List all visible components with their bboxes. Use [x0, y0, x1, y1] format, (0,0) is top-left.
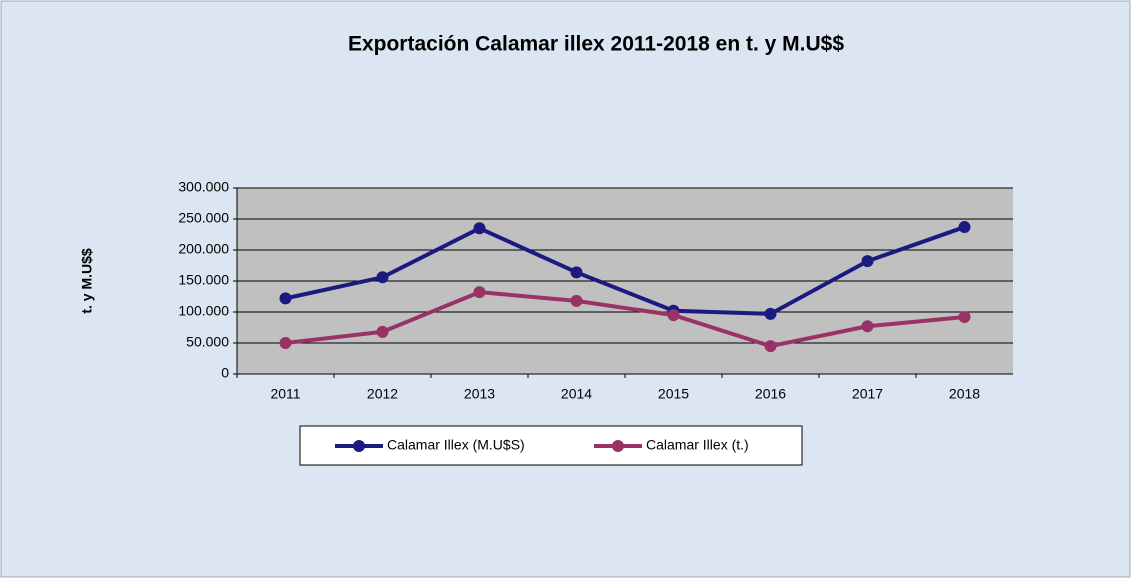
marker — [473, 286, 486, 299]
legend-label: Calamar Illex (M.U$S) — [387, 437, 525, 453]
x-tick-label: 2018 — [949, 386, 980, 402]
marker — [279, 292, 292, 305]
marker — [764, 340, 777, 353]
y-tick-label: 150.000 — [178, 272, 229, 288]
marker — [667, 309, 680, 322]
series-line — [285, 290, 965, 349]
legend-marker — [353, 440, 365, 452]
x-tick-label: 2012 — [367, 386, 398, 402]
marker — [279, 337, 292, 349]
x-tick-label: 2013 — [464, 386, 495, 402]
marker — [570, 266, 583, 279]
marker — [861, 255, 874, 268]
y-tick-label: 50.000 — [186, 334, 229, 350]
chart-title: Exportación Calamar illex 2011-2018 en t… — [348, 33, 844, 56]
x-tick-label: 2015 — [658, 386, 689, 402]
marker — [861, 320, 874, 333]
y-tick-label: 250.000 — [178, 210, 229, 226]
y-tick-label: 200.000 — [178, 241, 229, 257]
legend-label: Calamar Illex (t.) — [646, 437, 749, 453]
x-tick-label: 2011 — [270, 386, 300, 402]
marker — [473, 222, 486, 235]
marker — [958, 310, 971, 323]
marker — [376, 271, 389, 284]
series-line — [285, 225, 966, 316]
y-axis-label: t. y M.U$$ — [79, 248, 95, 314]
x-tick-label: 2017 — [852, 386, 883, 402]
y-tick-label: 300.000 — [178, 179, 229, 195]
y-tick-label: 0 — [221, 365, 229, 381]
x-tick-label: 2016 — [755, 386, 786, 402]
marker — [570, 294, 583, 307]
legend-marker — [612, 440, 624, 452]
marker — [764, 307, 777, 320]
marker — [958, 221, 971, 234]
legend — [299, 425, 803, 466]
marker — [376, 325, 389, 338]
x-tick-label: 2014 — [561, 386, 592, 402]
y-tick-label: 100.000 — [178, 303, 229, 319]
